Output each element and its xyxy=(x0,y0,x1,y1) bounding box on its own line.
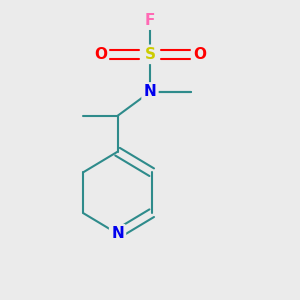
Text: N: N xyxy=(111,226,124,241)
Text: O: O xyxy=(193,47,206,62)
Text: O: O xyxy=(94,47,107,62)
Text: F: F xyxy=(145,13,155,28)
Text: S: S xyxy=(145,47,155,62)
Text: N: N xyxy=(144,84,156,99)
